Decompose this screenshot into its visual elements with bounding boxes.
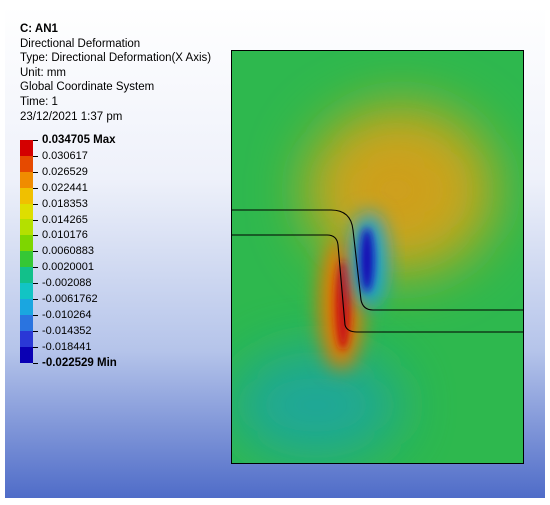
legend-swatch bbox=[20, 155, 33, 172]
legend-swatch bbox=[20, 140, 33, 156]
min-region bbox=[360, 228, 374, 292]
legend-tick bbox=[33, 314, 38, 316]
legend-min-label: -0.022529 Min bbox=[42, 356, 117, 369]
legend-tick bbox=[33, 283, 38, 285]
result-time: Time: 1 bbox=[20, 95, 58, 108]
legend-tick bbox=[33, 330, 38, 332]
legend-value-label: 0.0060883 bbox=[42, 245, 94, 258]
result-coordinate-system: Global Coordinate System bbox=[20, 81, 155, 94]
legend-value-label: -0.014352 bbox=[42, 324, 92, 337]
legend-value-label: 0.018353 bbox=[42, 197, 88, 210]
legend-swatch bbox=[20, 203, 33, 220]
legend-max-label: 0.034705 Max bbox=[42, 134, 116, 146]
legend-value-label: 0.026529 bbox=[42, 165, 88, 178]
legend-value-label: 0.010176 bbox=[42, 229, 88, 242]
legend-value-label: -0.002088 bbox=[42, 277, 92, 290]
legend-tick bbox=[33, 155, 38, 157]
legend-swatch bbox=[20, 187, 33, 204]
result-title: C: AN1 bbox=[20, 23, 58, 35]
result-info-panel: C: AN1 Directional Deformation Type: Dir… bbox=[20, 22, 211, 124]
negative-lobe bbox=[231, 350, 401, 460]
legend-value-label: -0.018441 bbox=[42, 340, 92, 353]
legend-value-label: 0.0020001 bbox=[42, 261, 94, 274]
legend-swatch bbox=[20, 219, 33, 236]
positive-lobe-core bbox=[341, 145, 451, 235]
contour-plot[interactable] bbox=[231, 50, 524, 464]
legend-value-label: 0.014265 bbox=[42, 213, 88, 226]
legend-tick bbox=[33, 346, 38, 348]
result-type-name: Directional Deformation bbox=[20, 37, 141, 50]
legend-tick bbox=[33, 267, 38, 269]
legend-swatch bbox=[20, 283, 33, 300]
stepped-slot-outline bbox=[231, 209, 524, 333]
legend-value-label: 0.022441 bbox=[42, 181, 88, 194]
legend-tick bbox=[33, 251, 38, 253]
legend-swatch bbox=[20, 346, 33, 363]
result-unit: Unit: mm bbox=[20, 66, 66, 79]
legend-tick bbox=[33, 299, 38, 300]
legend-swatch bbox=[20, 267, 33, 284]
legend-swatch bbox=[20, 314, 33, 331]
legend-swatch bbox=[20, 298, 33, 315]
legend-swatch bbox=[20, 171, 33, 188]
legend-value-label: -0.010264 bbox=[42, 308, 92, 321]
legend-tick bbox=[33, 235, 38, 237]
legend-value-label: -0.0061762 bbox=[42, 293, 98, 305]
legend-swatch bbox=[20, 251, 33, 268]
result-timestamp: 23/12/2021 1:37 pm bbox=[20, 110, 123, 123]
model-border bbox=[231, 50, 524, 464]
legend-tick bbox=[33, 171, 38, 173]
legend-tick bbox=[33, 362, 38, 364]
result-type: Type: Directional Deformation(X Axis) bbox=[20, 52, 212, 65]
legend-tick bbox=[33, 140, 38, 141]
legend-swatch bbox=[20, 330, 33, 347]
legend-tick bbox=[33, 219, 38, 221]
legend-swatch bbox=[20, 235, 33, 252]
legend-tick bbox=[33, 203, 38, 205]
legend-tick bbox=[33, 187, 38, 189]
legend-value-label: 0.030617 bbox=[42, 149, 88, 162]
